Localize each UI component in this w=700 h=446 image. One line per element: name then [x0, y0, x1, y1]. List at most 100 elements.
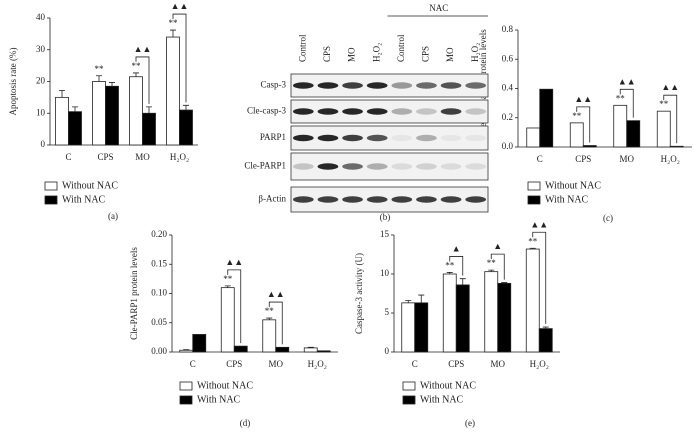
- blot-band: [366, 82, 388, 89]
- blot-band: [465, 163, 487, 170]
- x-tick-label: MO: [619, 154, 634, 164]
- legend-label: With NAC: [197, 394, 241, 405]
- y-tick-label: 15: [380, 229, 390, 239]
- blot-band: [317, 196, 339, 203]
- y-tick-label: 0.6: [502, 53, 514, 63]
- bar: [142, 112, 156, 146]
- bar: [539, 88, 554, 148]
- blot-band: [416, 108, 437, 115]
- comparison-mark: ▲▲: [661, 82, 679, 92]
- legend-label: With NAC: [62, 194, 106, 205]
- panel-label: (a): [108, 211, 118, 221]
- blot-band: [391, 108, 413, 115]
- significance-mark: **: [528, 236, 538, 246]
- bar: [613, 104, 628, 148]
- y-tick-label: 0.05: [151, 317, 167, 327]
- bar: [626, 120, 641, 148]
- panel-label: (b): [380, 212, 391, 222]
- error-bar: [133, 72, 139, 77]
- blot-band: [416, 134, 437, 142]
- significance-bracket: [172, 13, 187, 103]
- blot-band: [465, 82, 487, 89]
- x-tick-label: MO: [490, 359, 505, 369]
- significance-mark: **: [223, 274, 233, 284]
- blot-band: [391, 163, 413, 170]
- blot-band: [440, 134, 462, 142]
- bar: [526, 127, 541, 148]
- comparison-mark: ▲▲: [225, 257, 243, 267]
- x-tick-label: C: [65, 152, 71, 162]
- bar: [220, 287, 235, 353]
- error-bar: [488, 269, 495, 272]
- blot-band: [292, 108, 314, 115]
- blot-strip: [290, 73, 489, 98]
- y-tick-label: 0.0: [502, 141, 514, 151]
- bar: [538, 328, 553, 353]
- error-bar: [109, 82, 115, 87]
- bar: [303, 347, 318, 353]
- y-tick-label: 0: [385, 346, 390, 356]
- comparison-mark: ▲▲: [134, 44, 152, 54]
- legend-swatch: [179, 381, 193, 391]
- error-bar: [146, 106, 152, 114]
- comparison-mark: ▲▲: [267, 289, 285, 299]
- x-tick-label: MO: [135, 152, 150, 162]
- blot-band: [317, 163, 339, 170]
- comparison-mark: ▲: [452, 244, 461, 254]
- bar: [669, 145, 684, 148]
- blot-band: [292, 196, 314, 203]
- bar: [582, 145, 597, 148]
- row-label: Cle-casp-3: [247, 106, 286, 116]
- y-axis-label: Cle-PARP1 protein levels: [129, 247, 139, 340]
- significance-mark: **: [572, 111, 582, 121]
- lane-label: Control: [396, 34, 406, 62]
- blot-band: [342, 108, 363, 115]
- blot-band: [391, 196, 413, 203]
- y-tick-label: 0.8: [502, 24, 514, 34]
- y-axis-label: Apoptosis rate (%): [8, 48, 18, 116]
- error-bar: [266, 317, 273, 320]
- legend-swatch: [44, 195, 58, 205]
- significance-bracket: [135, 56, 150, 104]
- bar: [55, 96, 69, 146]
- comparison-mark: ▲: [493, 241, 502, 251]
- legend-label: Without NAC: [197, 380, 253, 391]
- error-bar: [501, 282, 508, 284]
- y-tick-label: 0.00: [151, 346, 167, 356]
- bar: [68, 111, 82, 146]
- significance-bracket: [449, 256, 464, 276]
- bar: [275, 346, 290, 353]
- significance-mark: **: [659, 99, 669, 109]
- blot-band: [465, 196, 487, 203]
- error-bar: [72, 106, 78, 112]
- blot-band: [292, 163, 314, 170]
- blot-band: [342, 82, 363, 89]
- lane-label: MO: [445, 47, 455, 62]
- significance-bracket: [227, 269, 242, 344]
- y-tick-label: 0.20: [151, 229, 167, 239]
- blot-band: [366, 134, 388, 142]
- blot-band: [317, 134, 339, 142]
- legend-swatch: [527, 195, 541, 205]
- significance-bracket: [490, 253, 505, 280]
- row-label: Casp-3: [261, 80, 287, 90]
- legend-label: Without NAC: [420, 380, 476, 391]
- y-tick-label: 0.2: [502, 112, 513, 122]
- error-bar: [183, 104, 189, 111]
- error-bar: [307, 346, 314, 348]
- significance-mark: **: [169, 18, 179, 28]
- bar: [525, 248, 540, 353]
- bar: [656, 110, 671, 148]
- error-bar: [405, 300, 412, 303]
- legend-swatch: [527, 181, 541, 191]
- legend-swatch: [402, 381, 416, 391]
- x-tick-label: CPS: [226, 359, 242, 369]
- bar: [569, 122, 584, 148]
- significance-mark: **: [616, 93, 626, 103]
- y-tick-label: 5: [385, 307, 390, 317]
- error-bar: [224, 285, 231, 288]
- y-tick-label: 10: [36, 107, 46, 117]
- comparison-mark: ▲▲: [574, 94, 592, 104]
- significance-bracket: [268, 301, 283, 345]
